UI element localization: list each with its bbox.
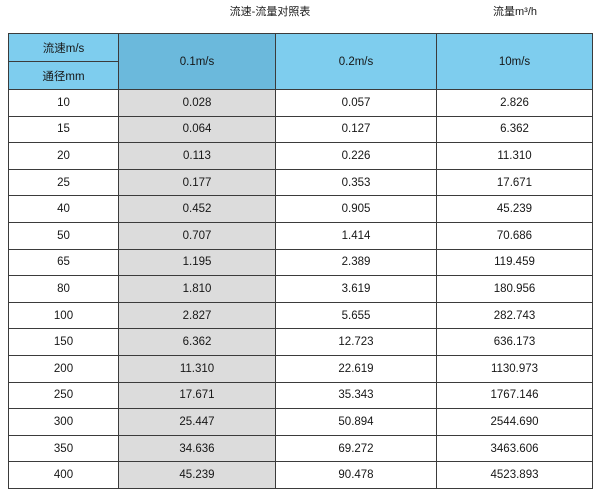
cell-v10: 45.239 (436, 195, 593, 223)
table-row: 50 0.707 1.414 70.686 (8, 221, 593, 250)
cell-v10: 2.826 (436, 89, 593, 117)
cell-dn: 40 (8, 195, 119, 223)
cell-v02: 0.127 (275, 115, 437, 144)
cell-v01: 6.362 (118, 328, 276, 356)
column-header-0.2ms: 0.2m/s (275, 33, 437, 90)
cell-v01: 0.452 (118, 195, 276, 223)
cell-dn: 25 (8, 168, 119, 197)
cell-v01: 11.310 (118, 354, 276, 383)
cell-dn: 150 (8, 328, 119, 356)
cell-dn: 200 (8, 354, 119, 383)
cell-v10: 3463.606 (436, 434, 593, 463)
cell-v01: 34.636 (118, 434, 276, 463)
cell-v10: 11.310 (436, 142, 593, 170)
cell-dn: 350 (8, 434, 119, 463)
cell-v10: 6.362 (436, 115, 593, 144)
cell-v02: 5.655 (275, 301, 437, 330)
header-diameter-label: 通径mm (8, 61, 119, 90)
cell-v01: 0.177 (118, 168, 276, 197)
table-row: 80 1.810 3.619 180.956 (8, 275, 593, 303)
header-row-velocity: 流速m/s 0.1m/s 0.2m/s 10m/s (8, 33, 593, 90)
cell-v02: 2.389 (275, 248, 437, 277)
cell-v02: 22.619 (275, 354, 437, 383)
column-header-0.1ms: 0.1m/s (118, 33, 276, 90)
cell-v10: 282.743 (436, 301, 593, 330)
column-header-10ms: 10m/s (436, 33, 593, 90)
cell-dn: 100 (8, 301, 119, 330)
cell-dn: 250 (8, 381, 119, 410)
table-row: 40 0.452 0.905 45.239 (8, 195, 593, 223)
cell-v02: 3.619 (275, 275, 437, 303)
table-row: 300 25.447 50.894 2544.690 (8, 408, 593, 436)
cell-v01: 25.447 (118, 408, 276, 436)
header-row-diameter: 通径mm (8, 61, 593, 90)
table-row: 100 2.827 5.655 282.743 (8, 301, 593, 330)
cell-dn: 15 (8, 115, 119, 144)
cell-v10: 2544.690 (436, 408, 593, 436)
cell-v10: 1130.973 (436, 354, 593, 383)
table-row: 10 0.028 0.057 2.826 (8, 89, 593, 117)
cell-dn: 65 (8, 248, 119, 277)
table-body: 流速m/s 0.1m/s 0.2m/s 10m/s 通径mm 10 0.028 … (8, 33, 593, 489)
header-velocity-label: 流速m/s (8, 33, 119, 62)
table-row: 250 17.671 35.343 1767.146 (8, 381, 593, 410)
cell-v02: 69.272 (275, 434, 437, 463)
cell-v01: 1.810 (118, 275, 276, 303)
cell-dn: 20 (8, 142, 119, 170)
cell-v01: 0.707 (118, 221, 276, 250)
cell-v02: 0.353 (275, 168, 437, 197)
table-row: 25 0.177 0.353 17.671 (8, 168, 593, 197)
cell-v10: 70.686 (436, 221, 593, 250)
flow-unit-label: 流量m³/h (493, 6, 537, 18)
cell-v01: 0.113 (118, 142, 276, 170)
cell-v02: 12.723 (275, 328, 437, 356)
flow-velocity-table: 流速m/s 0.1m/s 0.2m/s 10m/s 通径mm 10 0.028 … (8, 33, 593, 489)
cell-v01: 1.195 (118, 248, 276, 277)
page-title: 流速-流量对照表 (229, 6, 311, 18)
table-row: 20 0.113 0.226 11.310 (8, 142, 593, 170)
cell-v02: 1.414 (275, 221, 437, 250)
flow-table-container: 流速m/s 0.1m/s 0.2m/s 10m/s 通径mm 10 0.028 … (8, 33, 593, 489)
table-row: 15 0.064 0.127 6.362 (8, 115, 593, 144)
cell-v10: 1767.146 (436, 381, 593, 410)
cell-v10: 636.173 (436, 328, 593, 356)
cell-v01: 17.671 (118, 381, 276, 410)
cell-dn: 300 (8, 408, 119, 436)
cell-dn: 50 (8, 221, 119, 250)
table-row: 200 11.310 22.619 1130.973 (8, 354, 593, 383)
cell-v10: 119.459 (436, 248, 593, 277)
chart-titles: 流速-流量对照表 流量m³/h (0, 0, 600, 30)
cell-v01: 0.028 (118, 89, 276, 117)
cell-v02: 35.343 (275, 381, 437, 410)
table-row: 350 34.636 69.272 3463.606 (8, 434, 593, 463)
table-row: 65 1.195 2.389 119.459 (8, 248, 593, 277)
cell-v02: 50.894 (275, 408, 437, 436)
cell-dn: 80 (8, 275, 119, 303)
cell-v02: 0.226 (275, 142, 437, 170)
cell-v10: 17.671 (436, 168, 593, 197)
cell-v01: 0.064 (118, 115, 276, 144)
cell-v02: 0.905 (275, 195, 437, 223)
table-row: 150 6.362 12.723 636.173 (8, 328, 593, 356)
cell-v01: 2.827 (118, 301, 276, 330)
cell-dn: 10 (8, 89, 119, 117)
cell-v10: 180.956 (436, 275, 593, 303)
cell-v02: 0.057 (275, 89, 437, 117)
